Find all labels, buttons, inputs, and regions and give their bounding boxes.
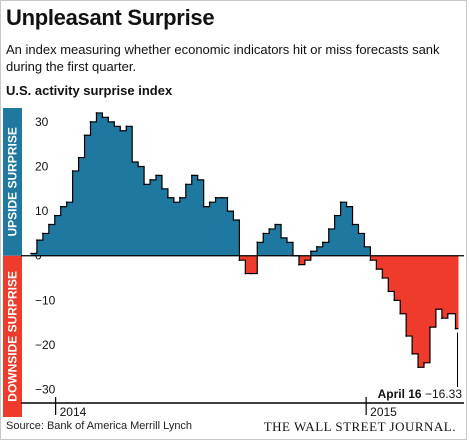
series-line bbox=[30, 112, 459, 368]
annotation-date: April 16 bbox=[378, 387, 425, 401]
data-point bbox=[214, 196, 217, 199]
data-point bbox=[417, 366, 419, 369]
data-point bbox=[274, 223, 276, 226]
data-point bbox=[83, 134, 86, 137]
data-point bbox=[95, 112, 98, 114]
data-point bbox=[48, 223, 50, 226]
data-point bbox=[89, 121, 92, 123]
data-point bbox=[369, 259, 372, 261]
data-point bbox=[155, 174, 157, 177]
data-point bbox=[435, 308, 437, 311]
data-point bbox=[107, 121, 110, 123]
data-point bbox=[363, 246, 366, 248]
data-point bbox=[119, 129, 122, 132]
data-point bbox=[77, 156, 80, 159]
upside-surprise-label: UPSIDE SURPRISE bbox=[6, 127, 20, 236]
data-point bbox=[268, 228, 270, 230]
data-point bbox=[113, 125, 116, 128]
data-point bbox=[447, 312, 449, 315]
y-tick-label: −20 bbox=[35, 338, 56, 352]
data-point bbox=[238, 259, 241, 261]
data-point bbox=[262, 232, 265, 235]
data-point bbox=[131, 161, 133, 163]
data-point bbox=[333, 214, 336, 217]
data-point bbox=[226, 210, 229, 212]
data-point bbox=[173, 201, 175, 203]
y-tick-label: −30 bbox=[35, 383, 56, 397]
data-point bbox=[137, 165, 139, 168]
data-point bbox=[316, 246, 318, 248]
y-tick-label: 10 bbox=[35, 204, 49, 218]
data-point bbox=[256, 241, 259, 244]
data-point bbox=[143, 183, 145, 186]
data-point bbox=[184, 183, 187, 186]
data-point bbox=[36, 239, 38, 241]
data-point bbox=[454, 327, 457, 330]
data-point bbox=[196, 179, 199, 181]
downside-band bbox=[3, 255, 22, 417]
data-point bbox=[304, 259, 306, 261]
data-point bbox=[208, 201, 211, 203]
data-point bbox=[125, 125, 128, 128]
data-point bbox=[339, 201, 342, 203]
data-point bbox=[167, 196, 169, 199]
data-point bbox=[244, 272, 247, 275]
data-point bbox=[399, 312, 401, 315]
data-point bbox=[345, 205, 348, 208]
downside-surprise-label: DOWNSIDE SURPRISE bbox=[6, 271, 20, 402]
data-point bbox=[393, 299, 396, 302]
subtitle: An index measuring whether economic indi… bbox=[6, 42, 440, 74]
data-point bbox=[423, 362, 425, 364]
chart-heading: U.S. activity surprise index bbox=[6, 83, 173, 98]
data-point bbox=[375, 268, 378, 270]
data-point bbox=[149, 179, 151, 181]
data-point bbox=[30, 252, 32, 255]
annotation-label: April 16 −16.33 bbox=[378, 387, 463, 401]
publisher-logo: THE WALL STREET JOURNAL. bbox=[263, 419, 456, 434]
data-point bbox=[321, 241, 324, 244]
data-point bbox=[387, 290, 390, 293]
data-point bbox=[179, 196, 181, 199]
data-point bbox=[357, 232, 360, 235]
data-point bbox=[220, 196, 223, 199]
page-title: Unpleasant Surprise bbox=[6, 5, 215, 30]
data-point bbox=[286, 241, 288, 244]
data-point bbox=[298, 263, 300, 266]
data-point bbox=[327, 228, 330, 230]
data-point bbox=[280, 237, 282, 239]
data-point bbox=[250, 272, 253, 275]
data-point bbox=[381, 277, 384, 279]
positive-area bbox=[30, 112, 459, 256]
negative-area bbox=[30, 255, 459, 368]
x-tick-label: 2015 bbox=[370, 405, 397, 419]
data-point bbox=[59, 205, 62, 208]
data-point bbox=[351, 223, 354, 226]
data-point bbox=[310, 250, 312, 253]
data-point bbox=[71, 170, 74, 172]
data-point bbox=[42, 232, 44, 235]
upside-band bbox=[3, 108, 22, 256]
data-point bbox=[202, 205, 205, 208]
data-point bbox=[405, 335, 407, 337]
data-point bbox=[53, 214, 56, 217]
data-point bbox=[232, 219, 235, 221]
y-tick-label: 30 bbox=[35, 115, 49, 129]
data-point bbox=[429, 326, 431, 328]
data-point bbox=[161, 187, 163, 190]
data-point bbox=[65, 201, 68, 203]
data-point bbox=[411, 353, 413, 355]
data-point bbox=[101, 116, 104, 119]
x-tick-label: 2014 bbox=[60, 405, 87, 419]
y-tick-label: 20 bbox=[35, 159, 49, 173]
data-point bbox=[190, 174, 193, 177]
source-note: Source: Bank of America Merrill Lynch bbox=[6, 420, 193, 432]
annotation-value: −16.33 bbox=[425, 387, 462, 401]
data-point bbox=[441, 317, 443, 320]
y-tick-label: −10 bbox=[35, 293, 56, 307]
